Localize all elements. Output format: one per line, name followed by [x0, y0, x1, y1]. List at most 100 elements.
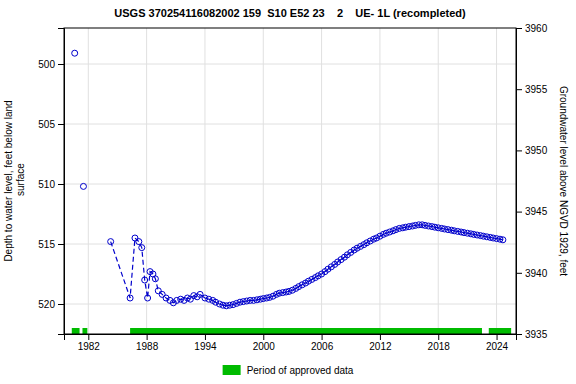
x-tick-label: 2006	[311, 341, 334, 352]
grid-line-x	[88, 28, 89, 334]
grid-line-x	[263, 28, 264, 334]
series-point	[174, 297, 180, 303]
x-tick: 2012	[369, 334, 392, 352]
y-tick: 520	[38, 299, 64, 310]
x-axis-line	[65, 335, 517, 341]
y-tick-label: 520	[38, 299, 55, 310]
x-tick-label: 1982	[78, 341, 101, 352]
y2-tick-mark	[516, 273, 522, 274]
y2-tick-label: 3940	[525, 268, 548, 279]
x-tick: 1988	[136, 334, 159, 352]
x-tick-mark	[380, 334, 381, 340]
series-point	[80, 183, 86, 189]
series-line	[200, 225, 503, 306]
approved-span	[489, 328, 511, 334]
legend-label: Period of approved data	[247, 365, 354, 376]
grid-line-x	[379, 28, 380, 334]
grid-line-y	[64, 244, 516, 245]
x-tick-mark	[322, 334, 323, 340]
series-point	[108, 239, 114, 245]
chart: 1982 1988 1994 2000 2006 2012 2018 2024 500 505 51…	[0, 0, 576, 384]
legend: Period of approved data	[223, 365, 354, 376]
y-label-group: Depth to water level, feet below land su…	[3, 100, 26, 261]
grid-line-y	[64, 184, 516, 185]
series-point	[202, 295, 208, 301]
plot: 1982 1988 1994 2000 2006 2012 2018 2024 500 505 51…	[3, 23, 569, 352]
series-point	[127, 295, 133, 301]
grid-line-x	[496, 28, 497, 334]
x-tick-label: 2024	[486, 341, 509, 352]
y2-axis-line	[517, 29, 523, 335]
marks	[72, 50, 511, 334]
x-tick-label: 1994	[194, 341, 217, 352]
y-tick-mark	[58, 64, 64, 65]
series-point	[145, 295, 151, 301]
y-tick-label: 500	[38, 59, 55, 70]
x-tick-mark	[438, 334, 439, 340]
grid-line-y	[64, 304, 516, 305]
y-tick-mark	[58, 244, 64, 245]
x-tick-mark	[88, 334, 89, 340]
series-point	[152, 276, 158, 282]
y-tick-label: 505	[38, 119, 55, 130]
series-point	[72, 50, 78, 56]
y2-tick: 3960	[516, 23, 548, 34]
series-point	[206, 296, 212, 302]
series-point	[234, 300, 240, 306]
approved-span	[72, 328, 80, 334]
y2-tick-label: 3955	[525, 84, 548, 95]
series-point	[142, 277, 148, 283]
y-tick-label: 510	[38, 179, 55, 190]
grid	[64, 28, 516, 334]
y2-tick: 3935	[516, 329, 548, 340]
x-tick: 1994	[194, 334, 217, 352]
series-point	[187, 296, 193, 302]
x-tick-label: 2012	[369, 341, 392, 352]
y2-tick-label: 3950	[525, 145, 548, 156]
series-point	[139, 245, 145, 251]
y-tick-mark	[58, 304, 64, 305]
x-tick-label: 2000	[253, 341, 276, 352]
y-axis-line	[58, 29, 65, 335]
y2-tick-mark	[516, 89, 522, 90]
y2-tick-label: 3935	[525, 329, 548, 340]
x-tick-label: 2018	[428, 341, 451, 352]
y-tick-label: 515	[38, 239, 55, 250]
series-point	[393, 227, 399, 233]
y2-tick: 3940	[516, 268, 548, 279]
series-point	[136, 239, 142, 245]
y2-tick-mark	[516, 212, 522, 213]
title: USGS 370254116082002 159 S10 E52 23 2 UE…	[114, 7, 466, 19]
series-point	[132, 235, 138, 241]
series-point	[383, 230, 389, 236]
grid-line-x	[321, 28, 322, 334]
series-point	[387, 229, 393, 235]
series-point	[500, 237, 506, 243]
y2-tick-label: 3945	[525, 206, 548, 217]
y-tick: 510	[38, 179, 64, 190]
x-tick-mark	[263, 334, 264, 340]
y-tick: 500	[38, 59, 64, 70]
series-point	[286, 288, 292, 294]
x-tick: 2006	[311, 334, 334, 352]
x-tick: 2018	[428, 334, 451, 352]
series-point	[159, 291, 165, 297]
x-tick: 1982	[78, 334, 101, 352]
y2-axis-label: Groundwater level above NGVD 1929, feet	[558, 86, 569, 276]
y2-label-group: Groundwater level above NGVD 1929, feet	[558, 86, 569, 276]
grid-line-x	[204, 28, 205, 334]
series-point	[230, 302, 236, 308]
y-tick: 505	[38, 119, 64, 130]
series-point	[178, 296, 184, 302]
y2-axis: 3935 3940 3945 3950 3955 3960	[516, 23, 548, 340]
approved-span	[82, 328, 87, 334]
y-tick: 515	[38, 239, 64, 250]
series-line	[111, 238, 198, 303]
y-tick-mark	[58, 184, 64, 185]
y2-tick-mark	[516, 28, 522, 29]
y2-tick: 3945	[516, 206, 548, 217]
plot-frame	[64, 28, 516, 334]
y2-tick-label: 3960	[525, 23, 548, 34]
y-axis-label: Depth to water level, feet below land su…	[3, 100, 26, 261]
x-tick-label: 1988	[136, 341, 159, 352]
